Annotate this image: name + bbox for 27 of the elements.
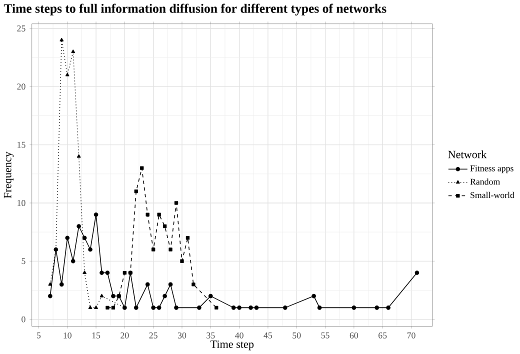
y-tick-label: 10 bbox=[18, 200, 26, 206]
x-tick-label: 5 bbox=[37, 332, 41, 338]
x-tick-label: 35 bbox=[206, 332, 215, 338]
x-tick-label: 25 bbox=[149, 332, 158, 338]
legend-label: Small-world bbox=[470, 192, 514, 198]
x-tick-label: 55 bbox=[321, 332, 330, 338]
x-tick-label: 60 bbox=[350, 332, 358, 338]
x-axis-title: Time step bbox=[210, 340, 254, 350]
x-tick-label: 20 bbox=[120, 332, 129, 338]
y-tick-label: 15 bbox=[18, 142, 26, 148]
y-tick-label: 0 bbox=[22, 316, 26, 322]
legend-label: Random bbox=[470, 178, 500, 185]
y-axis-title: Frequency bbox=[4, 152, 14, 198]
x-tick-label: 15 bbox=[92, 332, 100, 338]
x-tick-label: 65 bbox=[378, 332, 387, 338]
y-tick-label: 5 bbox=[22, 258, 26, 264]
x-tick-label: 30 bbox=[178, 332, 186, 338]
y-tick-label: 25 bbox=[17, 26, 26, 32]
legend-label: Fitness apps bbox=[470, 165, 514, 174]
y-tick-label: 20 bbox=[17, 84, 26, 90]
legend-title: Network bbox=[448, 150, 487, 158]
x-tick-label: 10 bbox=[64, 332, 72, 338]
x-tick-label: 70 bbox=[407, 332, 416, 338]
chart-title: Time steps to full information diffusion for different types of networks bbox=[4, 4, 386, 16]
x-tick-label: 40 bbox=[235, 332, 244, 338]
x-tick-label: 50 bbox=[292, 332, 301, 338]
x-tick-label: 45 bbox=[264, 332, 272, 338]
